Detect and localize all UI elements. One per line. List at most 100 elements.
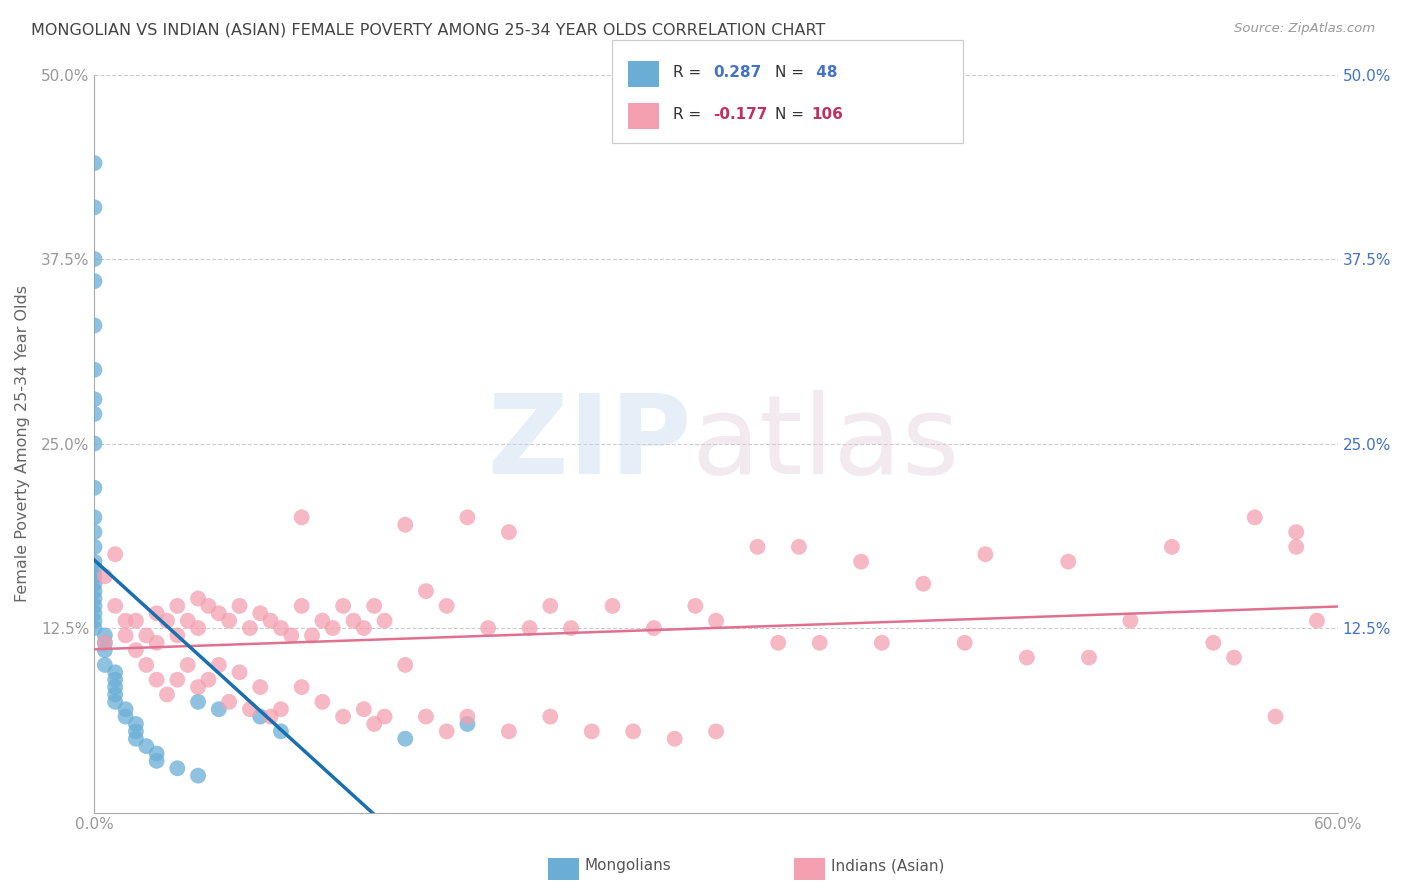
Point xyxy=(1078,650,1101,665)
Point xyxy=(83,607,105,621)
Point xyxy=(83,614,105,628)
Point xyxy=(498,724,520,739)
Point xyxy=(249,680,271,694)
Point xyxy=(94,628,117,642)
Point xyxy=(311,695,333,709)
Point xyxy=(415,584,437,599)
Point xyxy=(94,636,117,650)
Point xyxy=(218,614,240,628)
Point xyxy=(135,657,157,672)
Point xyxy=(363,717,385,731)
Point xyxy=(538,709,561,723)
Point xyxy=(353,621,375,635)
Point xyxy=(125,724,148,739)
Point xyxy=(208,702,231,716)
Point xyxy=(104,688,127,702)
Point xyxy=(519,621,541,635)
Point xyxy=(270,702,292,716)
Point xyxy=(849,555,872,569)
Point xyxy=(249,709,271,723)
Point xyxy=(259,709,281,723)
Point xyxy=(953,636,976,650)
Point xyxy=(456,709,478,723)
Point xyxy=(249,607,271,621)
Point xyxy=(156,614,179,628)
Point xyxy=(787,540,810,554)
Point xyxy=(83,156,105,170)
Point xyxy=(1202,636,1225,650)
Text: R =: R = xyxy=(673,107,707,122)
Point xyxy=(456,510,478,524)
Point xyxy=(83,525,105,540)
Point xyxy=(83,584,105,599)
Point xyxy=(114,702,136,716)
Point xyxy=(808,636,831,650)
Point xyxy=(477,621,499,635)
Point xyxy=(228,665,250,680)
Point xyxy=(83,621,105,635)
Point xyxy=(83,318,105,333)
Point xyxy=(197,673,219,687)
Point xyxy=(177,657,200,672)
Point xyxy=(94,636,117,650)
Point xyxy=(332,599,354,613)
Text: MONGOLIAN VS INDIAN (ASIAN) FEMALE POVERTY AMONG 25-34 YEAR OLDS CORRELATION CHA: MONGOLIAN VS INDIAN (ASIAN) FEMALE POVER… xyxy=(31,22,825,37)
Point xyxy=(83,569,105,583)
Point xyxy=(83,362,105,376)
Text: -0.177: -0.177 xyxy=(713,107,768,122)
Point xyxy=(332,709,354,723)
Point xyxy=(83,436,105,450)
Point xyxy=(1015,650,1038,665)
Point xyxy=(166,628,188,642)
Point xyxy=(291,599,314,613)
Point xyxy=(114,628,136,642)
Point xyxy=(498,525,520,540)
Point xyxy=(208,657,231,672)
Point xyxy=(135,739,157,753)
Point xyxy=(94,569,117,583)
Point xyxy=(208,607,231,621)
Point xyxy=(94,643,117,657)
Point xyxy=(197,599,219,613)
Point xyxy=(291,680,314,694)
Text: 0.287: 0.287 xyxy=(713,65,761,80)
Point xyxy=(104,547,127,561)
Point xyxy=(83,591,105,606)
Point xyxy=(83,252,105,266)
Point xyxy=(581,724,603,739)
Point xyxy=(1264,709,1286,723)
Point xyxy=(145,607,167,621)
Point xyxy=(602,599,624,613)
Point xyxy=(83,481,105,495)
Point xyxy=(766,636,789,650)
Point xyxy=(704,614,727,628)
Point xyxy=(166,673,188,687)
Point xyxy=(621,724,644,739)
Point xyxy=(291,510,314,524)
Point xyxy=(394,731,416,746)
Text: R =: R = xyxy=(673,65,707,80)
Text: Mongolians: Mongolians xyxy=(585,858,672,873)
Point xyxy=(1285,540,1308,554)
Point xyxy=(187,695,209,709)
Point xyxy=(538,599,561,613)
Point xyxy=(363,599,385,613)
Point xyxy=(342,614,364,628)
Point xyxy=(311,614,333,628)
Point xyxy=(974,547,997,561)
Point xyxy=(187,680,209,694)
Point xyxy=(239,702,262,716)
Point xyxy=(870,636,893,650)
Point xyxy=(83,576,105,591)
Text: N =: N = xyxy=(775,107,808,122)
Point xyxy=(270,724,292,739)
Point xyxy=(353,702,375,716)
Point xyxy=(104,665,127,680)
Point xyxy=(259,614,281,628)
Point xyxy=(239,621,262,635)
Point xyxy=(145,673,167,687)
Point xyxy=(1243,510,1265,524)
Point xyxy=(104,599,127,613)
Point xyxy=(685,599,707,613)
Point xyxy=(166,599,188,613)
